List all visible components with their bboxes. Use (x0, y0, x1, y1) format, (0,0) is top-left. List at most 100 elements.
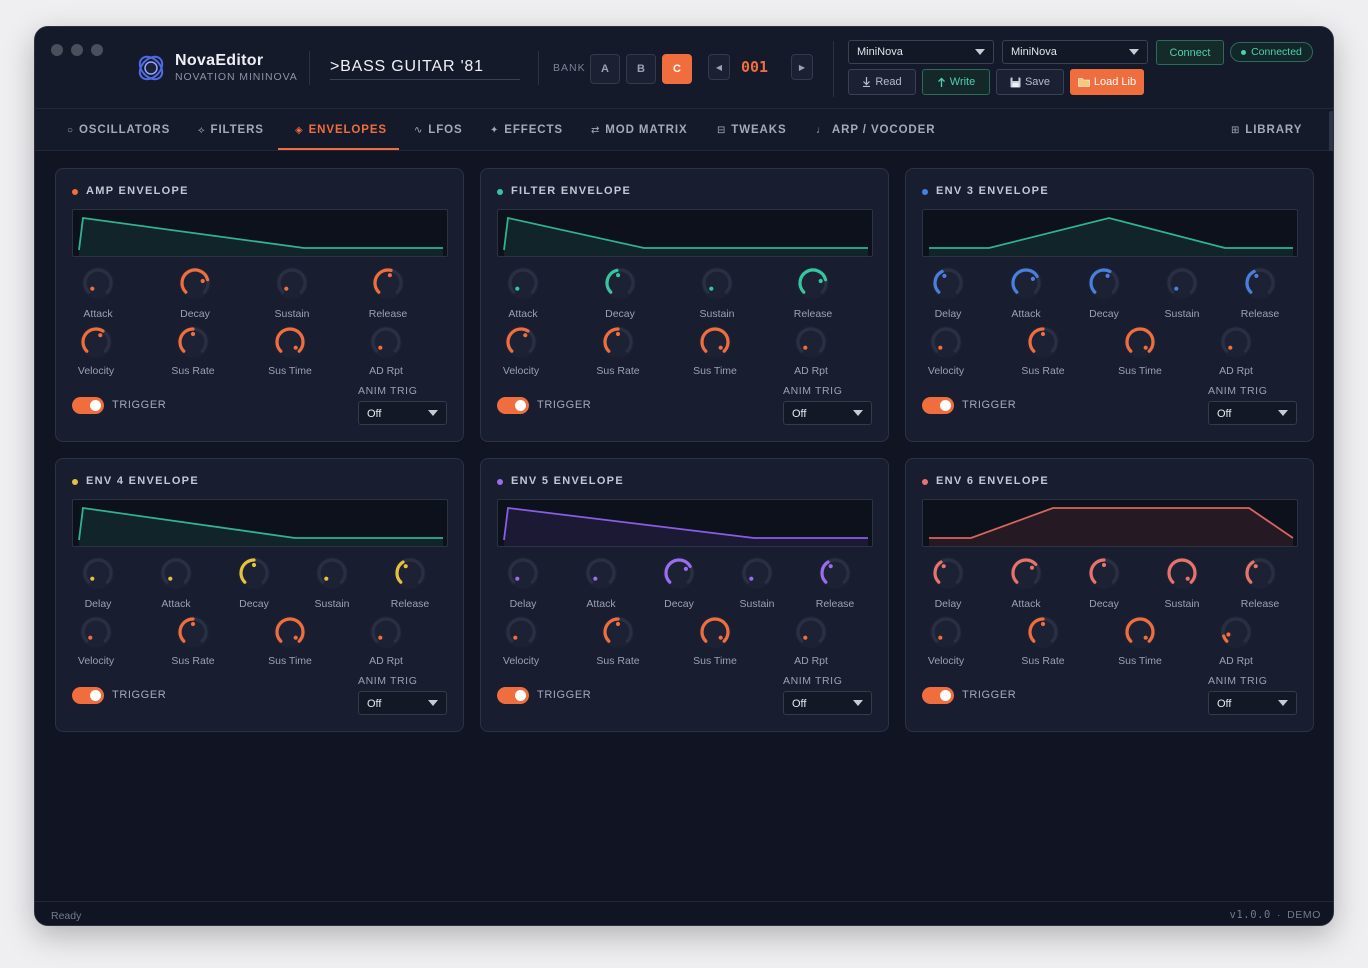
knob-ad-rpt[interactable] (1218, 614, 1254, 650)
knob-release[interactable] (392, 555, 428, 591)
knob-sus-rate[interactable] (1025, 324, 1061, 360)
knob-decay[interactable] (661, 555, 697, 591)
knob-sustain[interactable] (739, 555, 775, 591)
knob-attack[interactable] (1008, 265, 1044, 301)
knob-release[interactable] (1242, 265, 1278, 301)
knob-sus-rate[interactable] (175, 324, 211, 360)
app-subtitle: NOVATION MININOVA (175, 71, 298, 83)
trigger-toggle[interactable] (922, 687, 954, 704)
anim-trig-select[interactable]: Off (1208, 401, 1297, 425)
trigger-toggle[interactable] (497, 687, 529, 704)
knob-attack[interactable] (505, 265, 541, 301)
knob-release[interactable] (370, 265, 406, 301)
knob-release[interactable] (817, 555, 853, 591)
minimize-window-button[interactable] (71, 44, 83, 56)
knob-delay[interactable] (80, 555, 116, 591)
envelope-graph[interactable] (922, 209, 1298, 257)
scrollbar-thumb[interactable] (1329, 111, 1333, 151)
tab-arp-vocoder[interactable]: ♩ ARP / VOCODER (816, 109, 935, 151)
knob-sus-rate[interactable] (600, 324, 636, 360)
prev-patch-button[interactable]: ◀ (708, 54, 730, 80)
knob-ad-rpt[interactable] (793, 324, 829, 360)
tab-oscillators[interactable]: ○ OSCILLATORS (67, 109, 170, 151)
knob-sus-time[interactable] (697, 324, 733, 360)
tab-filters[interactable]: ⟡ FILTERS (198, 109, 264, 151)
tab-mod-matrix[interactable]: ⇄ MOD MATRIX (591, 109, 688, 151)
tab-envelopes[interactable]: ◈ ENVELOPES (295, 109, 387, 151)
knob-decay[interactable] (1086, 555, 1122, 591)
knob-decay[interactable] (177, 265, 213, 301)
knob-sus-time[interactable] (272, 324, 308, 360)
knob-attack[interactable] (583, 555, 619, 591)
knob-velocity[interactable] (928, 614, 964, 650)
midi-output-select[interactable]: MiniNova (1002, 40, 1148, 64)
knob-attack[interactable] (1008, 555, 1044, 591)
envelope-graph[interactable] (72, 499, 448, 547)
knob-velocity[interactable] (78, 324, 114, 360)
patch-name-field[interactable]: >BASS GUITAR '81 (330, 58, 520, 80)
load-lib-button[interactable]: Load Lib (1070, 69, 1144, 95)
envelope-graph[interactable] (497, 209, 873, 257)
knob-velocity[interactable] (503, 324, 539, 360)
knob-sustain[interactable] (314, 555, 350, 591)
envelope-graph[interactable] (497, 499, 873, 547)
knob-sus-time[interactable] (1122, 614, 1158, 650)
tab-effects[interactable]: ✦ EFFECTS (490, 109, 563, 151)
write-button[interactable]: Write (922, 69, 990, 95)
trigger-toggle[interactable] (922, 397, 954, 414)
knob-sus-rate[interactable] (1025, 614, 1061, 650)
knob-delay[interactable] (930, 555, 966, 591)
knob-attack[interactable] (80, 265, 116, 301)
anim-trig-select[interactable]: Off (783, 691, 872, 715)
knob-velocity[interactable] (78, 614, 114, 650)
knob-delay[interactable] (505, 555, 541, 591)
anim-trig-select[interactable]: Off (358, 401, 447, 425)
anim-trig-select[interactable]: Off (1208, 691, 1297, 715)
knob-decay[interactable] (236, 555, 272, 591)
next-patch-button[interactable]: ▶ (791, 54, 813, 80)
knob-sustain[interactable] (274, 265, 310, 301)
trigger-toggle[interactable] (72, 397, 104, 414)
knob-sus-time[interactable] (272, 614, 308, 650)
window-controls (51, 44, 103, 56)
envelope-graph[interactable] (72, 209, 448, 257)
knob-sustain[interactable] (1164, 555, 1200, 591)
tab-library[interactable]: ⊞ LIBRARY (1231, 109, 1302, 151)
knob-sus-time[interactable] (697, 614, 733, 650)
knob-ad-rpt[interactable] (1218, 324, 1254, 360)
knob-release[interactable] (795, 265, 831, 301)
knob-sustain[interactable] (699, 265, 735, 301)
close-window-button[interactable] (51, 44, 63, 56)
knob-decay[interactable] (1086, 265, 1122, 301)
bank-c-button[interactable]: C (662, 54, 692, 84)
trigger-toggle[interactable] (497, 397, 529, 414)
anim-trig-select[interactable]: Off (783, 401, 872, 425)
knob-ad-rpt[interactable] (793, 614, 829, 650)
knob-release[interactable] (1242, 555, 1278, 591)
knob-delay[interactable] (930, 265, 966, 301)
zoom-window-button[interactable] (91, 44, 103, 56)
knob-ad-rpt[interactable] (368, 614, 404, 650)
knob-attack[interactable] (158, 555, 194, 591)
knob-velocity[interactable] (928, 324, 964, 360)
midi-input-select[interactable]: MiniNova (848, 40, 994, 64)
tab-lfos[interactable]: ∿ LFOS (414, 109, 463, 151)
trigger-toggle[interactable] (72, 687, 104, 704)
knob-sus-rate[interactable] (175, 614, 211, 650)
knob-label: Release (1240, 598, 1280, 610)
envelope-graph[interactable] (922, 499, 1298, 547)
read-button[interactable]: Read (848, 69, 916, 95)
knob-ad-rpt[interactable] (368, 324, 404, 360)
knob-sustain[interactable] (1164, 265, 1200, 301)
knob-sus-time[interactable] (1122, 324, 1158, 360)
knob-sus-rate[interactable] (600, 614, 636, 650)
tab-tweaks[interactable]: ⊟ TWEAKS (717, 109, 787, 151)
anim-trig-select[interactable]: Off (358, 691, 447, 715)
bank-b-button[interactable]: B (626, 54, 656, 84)
knob-label: Attack (1011, 308, 1041, 320)
bank-a-button[interactable]: A (590, 54, 620, 84)
connect-button[interactable]: Connect (1156, 40, 1224, 65)
knob-decay[interactable] (602, 265, 638, 301)
knob-velocity[interactable] (503, 614, 539, 650)
save-button[interactable]: Save (996, 69, 1064, 95)
